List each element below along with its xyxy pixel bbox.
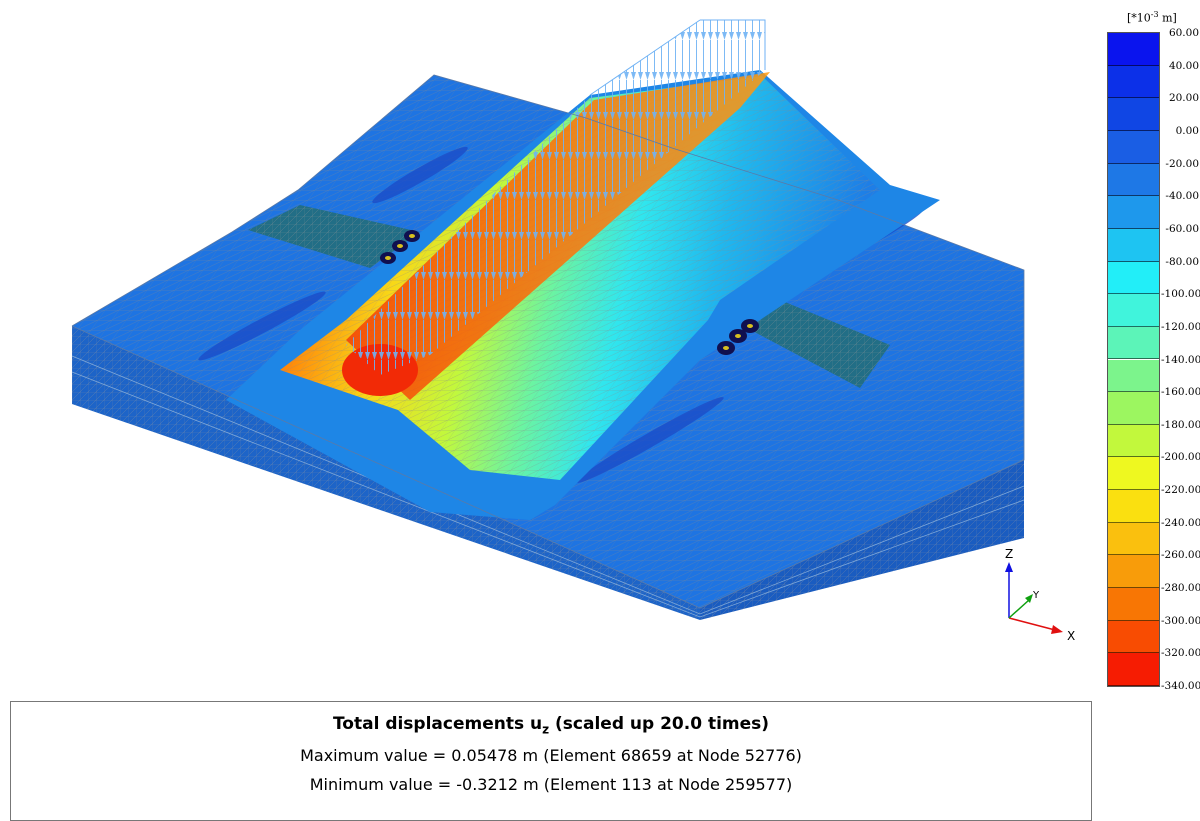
trench-right-mesh	[728, 300, 890, 388]
legend-swatch	[1108, 326, 1159, 360]
tunnel-elements-left	[380, 230, 420, 264]
legend-tick-label: -180.00	[1161, 418, 1200, 431]
legend-tick-label: -20.00	[1165, 157, 1199, 170]
legend-swatch	[1108, 490, 1159, 523]
load-arrows	[346, 20, 765, 375]
load-frame	[589, 19, 701, 96]
legend-unit: [*10-3 m]	[1127, 10, 1177, 25]
legend-swatch	[1108, 228, 1159, 262]
legend-swatch	[1108, 457, 1159, 491]
legend-swatch	[1108, 130, 1159, 164]
legend-tick-label: -100.00	[1161, 288, 1200, 301]
legend-tick-label: 0.00	[1175, 124, 1199, 137]
result-title: Total displacements uz (scaled up 20.0 t…	[332, 714, 770, 737]
y-axis-line	[1008, 599, 1030, 619]
legend-swatch	[1108, 196, 1159, 229]
legend-tick-label: 20.00	[1168, 92, 1199, 105]
maximum-value-line: Maximum value = 0.05478 m (Element 68659…	[300, 746, 802, 766]
legend-swatch	[1108, 555, 1159, 589]
surface-patch	[198, 291, 326, 361]
legend-swatch	[1108, 261, 1159, 295]
y-axis-arrow	[1025, 594, 1033, 603]
legend-tick-label: -80.00	[1165, 255, 1199, 268]
x-axis-arrow	[1051, 625, 1063, 634]
y-axis-label: Y	[1032, 590, 1040, 601]
legend-swatch	[1108, 522, 1159, 556]
color-legend: [*10-3 m] 60.00 40.00 20.00 0.00 -20.00 -40.0…	[1105, 6, 1200, 696]
legend-swatch	[1108, 163, 1159, 197]
legend-tick-label: -60.00	[1165, 222, 1199, 235]
legend-tick-label: -300.00	[1161, 614, 1200, 627]
legend-tick-label: -200.00	[1161, 451, 1200, 464]
legend-swatch	[1108, 98, 1159, 131]
legend-swatch	[1108, 294, 1159, 327]
legend-tick-label: -160.00	[1161, 386, 1200, 399]
model-right-face-mesh	[700, 460, 1024, 620]
model-viewport[interactable]	[0, 0, 1100, 670]
legend-color-bar	[1107, 32, 1160, 687]
load-frame	[700, 19, 766, 70]
z-axis-label: Z	[1005, 548, 1013, 561]
legend-swatch	[1108, 588, 1159, 621]
legend-tick-label: 60.00	[1168, 27, 1199, 39]
x-axis-line	[1008, 617, 1056, 631]
legend-swatch	[1108, 33, 1159, 66]
minimum-value-line: Minimum value = -0.3212 m (Element 113 a…	[309, 775, 793, 795]
model-outline	[71, 74, 1025, 609]
surface-patch	[372, 146, 468, 204]
x-axis-label: X	[1067, 629, 1075, 643]
legend-tick-label: -260.00	[1161, 549, 1200, 562]
legend-tick-label: -280.00	[1161, 582, 1200, 595]
tunnel-elements-right	[717, 319, 759, 355]
soil-layer-lines	[71, 355, 1025, 618]
legend-tick-label: -220.00	[1161, 484, 1200, 497]
legend-swatch	[1108, 392, 1159, 425]
legend-tick-label: -240.00	[1161, 516, 1200, 529]
legend-swatch	[1108, 653, 1159, 686]
legend-swatch	[1108, 65, 1159, 99]
legend-swatch	[1108, 620, 1159, 654]
surface-patch	[576, 397, 724, 483]
result-info-box: Total displacements uz (scaled up 20.0 t…	[10, 701, 1092, 821]
legend-tick-label: -40.00	[1165, 190, 1199, 203]
legend-swatch	[1108, 359, 1159, 393]
legend-tick-label: -120.00	[1161, 320, 1200, 333]
z-axis-arrow	[1005, 562, 1013, 572]
model-view-svg	[71, 19, 1025, 620]
legend-swatch	[1108, 424, 1159, 458]
legend-tick-label: -320.00	[1161, 647, 1200, 660]
trench-left-mesh	[248, 205, 420, 268]
legend-tick-label: 40.00	[1168, 59, 1199, 72]
legend-tick-label: -340.00	[1161, 680, 1200, 692]
legend-tick-label: -140.00	[1161, 353, 1200, 366]
axis-triad: Z Y X	[995, 547, 1085, 648]
